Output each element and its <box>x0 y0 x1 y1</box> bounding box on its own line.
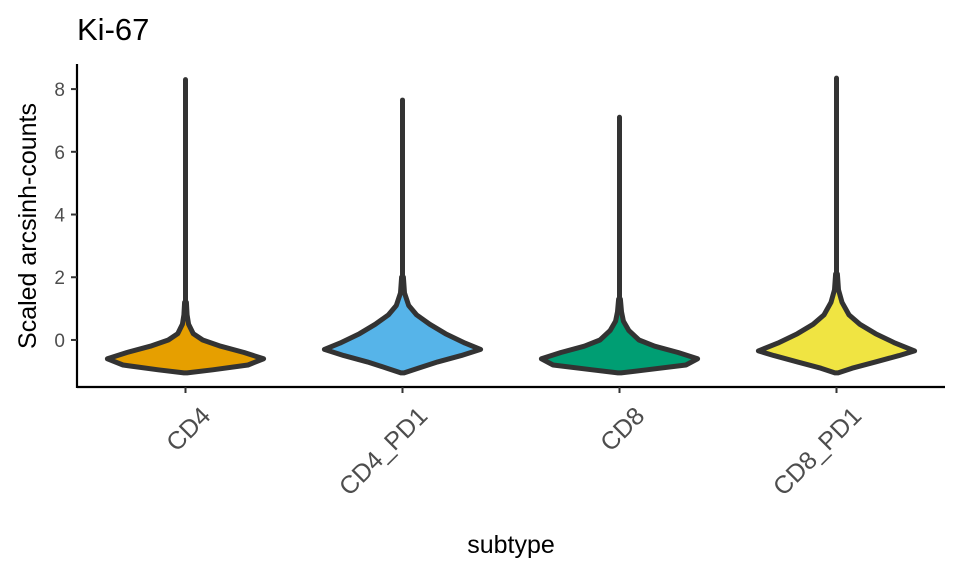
violin-CD4_PD1 <box>321 274 484 376</box>
chart-title: Ki-67 <box>77 12 149 47</box>
y-tick-label: 0 <box>54 331 65 352</box>
y-tick-label: 6 <box>54 143 65 164</box>
y-axis-label: Scaled arcsinh-counts <box>14 103 42 349</box>
violin-CD8 <box>538 296 701 376</box>
x-axis-label: subtype <box>467 531 555 559</box>
x-tick-label: CD8 <box>595 402 650 457</box>
x-tick-label: CD4_PD1 <box>334 402 433 501</box>
y-tick-label: 8 <box>54 80 65 101</box>
violin-CD4 <box>104 299 267 376</box>
x-tick-label: CD8_PD1 <box>768 402 867 501</box>
x-tick-label: CD4 <box>161 402 216 457</box>
x-axis-ticks: CD4 CD4_PD1 CD8 CD8_PD1 <box>161 387 867 501</box>
violins <box>104 75 918 376</box>
y-axis-ticks: 0 2 4 6 8 <box>54 80 77 352</box>
y-tick-label: 2 <box>54 268 65 289</box>
violin-CD8_PD1 <box>755 271 918 376</box>
y-tick-label: 4 <box>54 206 65 227</box>
